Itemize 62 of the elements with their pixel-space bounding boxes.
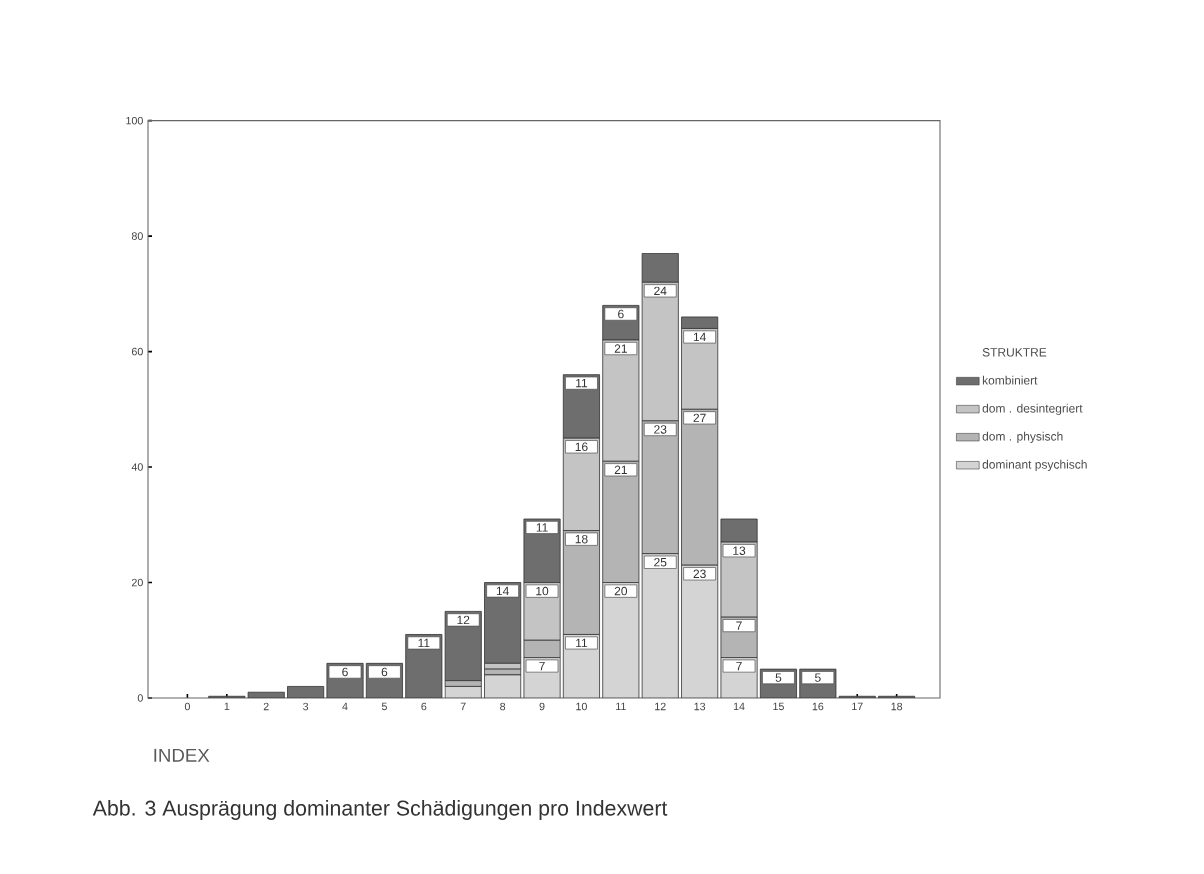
x-tick-label: 5: [381, 702, 387, 711]
data-label: 23: [693, 569, 706, 579]
legend-label: dom . physisch: [982, 431, 1063, 444]
data-label: 16: [575, 442, 588, 452]
data-label: 7: [539, 661, 545, 671]
x-axis-title: INDEX: [154, 748, 210, 762]
data-label: 21: [614, 465, 627, 474]
data-label: 6: [381, 667, 388, 677]
legend-label: dom . desintegriert: [982, 403, 1083, 415]
data-label: 14: [496, 586, 509, 596]
data-label: 13: [733, 546, 746, 555]
x-tick-label: 8: [500, 702, 506, 711]
data-label: 11: [536, 523, 548, 532]
data-label: 11: [418, 638, 430, 648]
x-tick-label: 11: [616, 702, 626, 711]
bar: [681, 564, 719, 698]
y-tick-label: 20: [131, 578, 143, 587]
y-tick-label: 100: [126, 116, 143, 125]
data-label: 21: [614, 344, 627, 353]
x-tick-label: 17: [852, 702, 863, 711]
legend-title: STRUKTRE: [982, 348, 1047, 357]
data-label: 18: [575, 534, 588, 544]
data-label: 27: [693, 413, 706, 423]
data-label: 12: [457, 615, 470, 625]
legend-label: dominant psychisch: [982, 459, 1087, 472]
x-tick-label: 18: [891, 702, 903, 711]
x-tick-label: 4: [342, 702, 348, 711]
data-label: 5: [775, 673, 782, 682]
data-label: 7: [736, 661, 742, 671]
x-tick-label: 7: [460, 702, 466, 711]
legend-label: kombiniert: [982, 375, 1038, 385]
x-tick-label: 13: [694, 702, 706, 711]
y-tick-label: 60: [131, 347, 143, 356]
data-label: 23: [654, 425, 667, 434]
y-tick-label: 40: [131, 463, 143, 471]
x-tick-label: 1: [224, 702, 230, 711]
x-tick-label: 6: [421, 702, 427, 711]
data-label: 6: [342, 667, 348, 677]
data-label: 10: [536, 586, 549, 596]
data-label: 25: [654, 557, 667, 567]
y-tick-label: 0: [137, 694, 143, 702]
caption: Abb. 3 Ausprägung dominanter Schädigungen pro Indexwert: [92, 800, 668, 820]
x-tick-label: 9: [539, 702, 545, 711]
x-tick-label: 12: [655, 702, 666, 711]
data-label: 6: [618, 309, 624, 319]
x-tick-label: 2: [263, 702, 269, 711]
y-tick-label: 80: [131, 232, 143, 240]
x-tick-label: 16: [812, 702, 824, 711]
data-label: 11: [576, 379, 588, 388]
bar: [602, 582, 640, 698]
data-label: 5: [815, 673, 821, 682]
data-label: 11: [576, 638, 588, 648]
data-label: 7: [736, 621, 742, 630]
x-tick-label: 0: [184, 702, 190, 711]
x-tick-label: 3: [303, 702, 309, 711]
x-tick-label: 14: [733, 702, 745, 711]
data-label: 20: [614, 586, 628, 596]
data-label: 14: [693, 332, 706, 342]
bar: [641, 553, 679, 698]
x-tick-label: 10: [576, 702, 587, 711]
data-label: 24: [654, 286, 667, 296]
x-tick-label: 15: [773, 702, 784, 711]
